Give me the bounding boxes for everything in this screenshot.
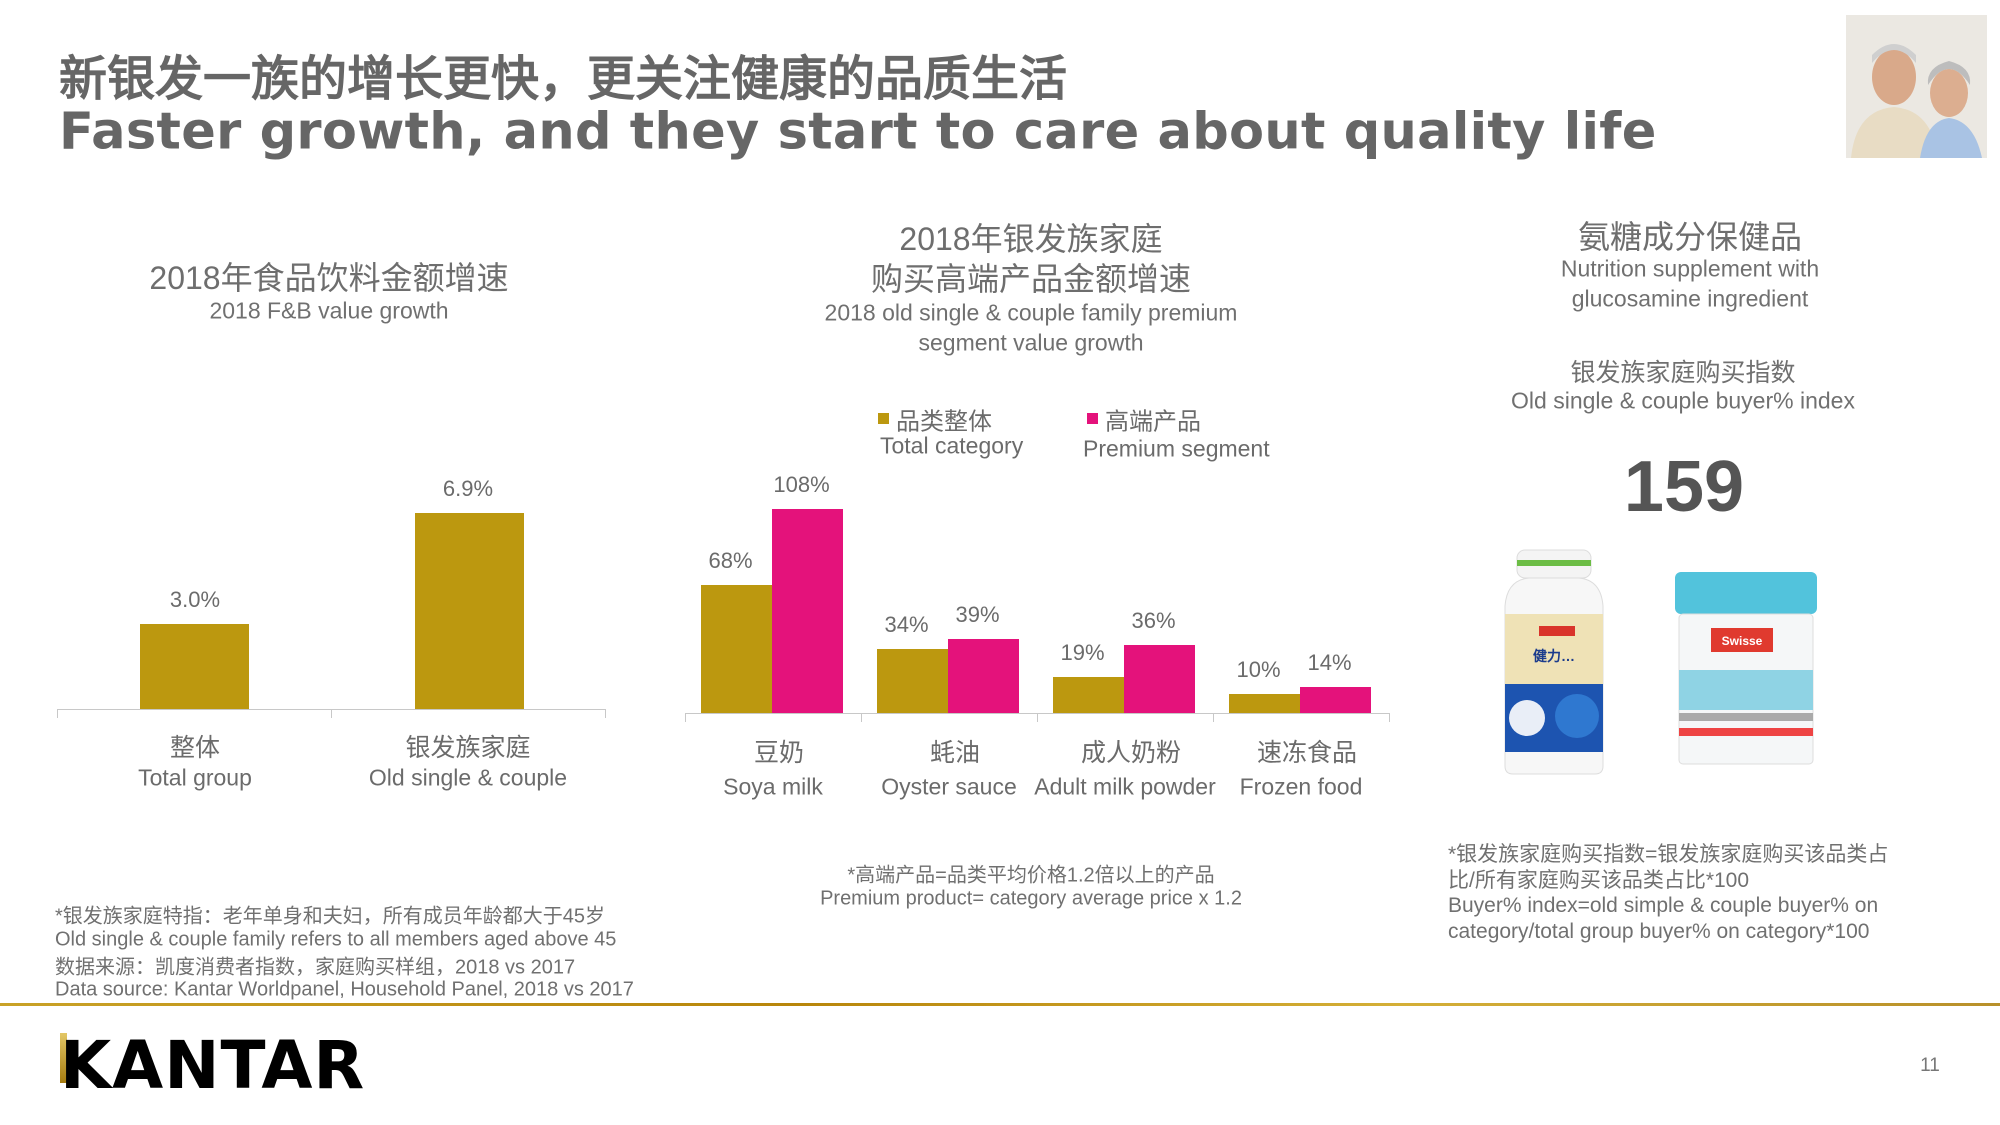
bar-total bbox=[701, 584, 772, 713]
legend-swatch-total bbox=[878, 413, 889, 424]
legend-premium-en: Premium segment bbox=[1083, 435, 1270, 462]
index-title-cn: 银发族家庭购买指数 bbox=[1570, 359, 1796, 387]
x-axis-tick bbox=[1037, 713, 1038, 722]
data-label: 3.0% bbox=[169, 586, 221, 612]
supplement-title-en-2: glucosamine ingredient bbox=[1571, 285, 1809, 312]
category-label-en: Frozen food bbox=[1239, 773, 1363, 800]
category-label-en: Total group bbox=[138, 764, 252, 791]
legend-premium-cn: 高端产品 bbox=[1105, 408, 1201, 436]
category-label-cn: 银发族家庭 bbox=[405, 734, 531, 762]
bar bbox=[140, 623, 249, 709]
swisse-glucosamine-image: Swisse bbox=[1671, 568, 1823, 778]
bar-total bbox=[877, 648, 948, 713]
bar-premium bbox=[948, 639, 1019, 713]
chart2-subtitle-line2: segment value growth bbox=[918, 329, 1144, 356]
category-label-en: Oyster sauce bbox=[881, 773, 1017, 800]
buyer-index-value: 159 bbox=[1623, 447, 1745, 527]
footer-divider bbox=[0, 1003, 2000, 1006]
legend-total-en: Total category bbox=[880, 432, 1024, 459]
footnote-definition-cn: *银发族家庭特指：老年单身和夫妇，所有成员年龄都大于45岁 bbox=[55, 905, 606, 928]
bar-premium bbox=[1124, 645, 1195, 713]
page-number: 11 bbox=[1920, 1055, 1940, 1076]
data-label: 108% bbox=[773, 472, 830, 497]
bar-premium bbox=[772, 509, 843, 713]
index-title-en: Old single & couple buyer% index bbox=[1511, 387, 1855, 414]
category-label-en: Soya milk bbox=[723, 773, 823, 800]
category-label-en: Adult milk powder bbox=[1034, 773, 1216, 800]
footnote-index-cn-2: 比/所有家庭购买该品类占比*100 bbox=[1448, 869, 1750, 892]
footnote-premium-cn: *高端产品=品类平均价格1.2倍以上的产品 bbox=[847, 864, 1215, 887]
chart2-title-line2: 购买高端产品金额增速 bbox=[870, 261, 1192, 297]
x-axis-tick bbox=[861, 713, 862, 722]
legend-total-cn: 品类整体 bbox=[896, 408, 992, 436]
x-axis-tick bbox=[1213, 713, 1214, 722]
svg-text:健力…: 健力… bbox=[1533, 648, 1575, 664]
data-label: 19% bbox=[1060, 640, 1105, 666]
footnote-index-cn-1: *银发族家庭购买指数=银发族家庭购买该品类占 bbox=[1448, 843, 1889, 866]
data-label: 10% bbox=[1236, 657, 1281, 683]
page-title-en: Faster growth, and they start to care ab… bbox=[59, 102, 1657, 162]
data-label: 68% bbox=[708, 547, 753, 573]
kantar-logo-accent bbox=[60, 1033, 67, 1083]
chart1-title: 2018年食品饮料金额增速 bbox=[149, 260, 509, 296]
bar-total bbox=[1053, 677, 1124, 713]
footnote-source-en: Data source: Kantar Worldpanel, Househol… bbox=[55, 978, 634, 1001]
footnote-premium-en: Premium product= category average price … bbox=[820, 887, 1242, 910]
x-axis-tick bbox=[57, 709, 58, 718]
data-label: 36% bbox=[1131, 608, 1176, 633]
chart1-subtitle: 2018 F&B value growth bbox=[209, 297, 449, 324]
x-axis-tick bbox=[1389, 713, 1390, 722]
data-label: 34% bbox=[884, 611, 929, 637]
bar-total bbox=[1229, 694, 1300, 713]
category-label-cn: 蚝油 bbox=[929, 739, 981, 767]
legend-swatch-premium bbox=[1087, 413, 1098, 424]
footnote-definition-en: Old single & couple family refers to all… bbox=[55, 928, 617, 951]
x-axis-tick bbox=[685, 713, 686, 722]
x-axis-tick bbox=[605, 709, 606, 718]
svg-text:Swisse: Swisse bbox=[1722, 634, 1763, 648]
glucosamine-bottle-cn-image: 健力… bbox=[1499, 546, 1609, 781]
kantar-logo: KANTAR bbox=[60, 1027, 366, 1104]
category-label-cn: 豆奶 bbox=[753, 739, 805, 767]
data-label: 39% bbox=[955, 602, 1000, 628]
footnote-index-en-1: Buyer% index=old simple & couple buyer% … bbox=[1448, 894, 1879, 917]
footnote-source-cn: 数据来源：凯度消费者指数，家庭购买样组，2018 vs 2017 bbox=[55, 956, 576, 979]
category-label-cn: 速冻食品 bbox=[1256, 739, 1358, 767]
data-label: 14% bbox=[1307, 649, 1352, 675]
chart2-subtitle-line1: 2018 old single & couple family premium bbox=[824, 299, 1238, 326]
supplement-title-cn: 氨糖成分保健品 bbox=[1577, 219, 1803, 255]
data-label: 6.9% bbox=[442, 476, 494, 501]
elderly-couple-photo bbox=[1846, 15, 1987, 158]
bar-premium bbox=[1300, 686, 1371, 713]
category-label-en: Old single & couple bbox=[368, 764, 568, 791]
chart2-title-line1: 2018年银发族家庭 bbox=[899, 221, 1163, 257]
footnote-index-en-2: category/total group buyer% on category*… bbox=[1448, 920, 1870, 943]
category-label-cn: 整体 bbox=[169, 734, 221, 762]
category-label-cn: 成人奶粉 bbox=[1080, 739, 1182, 767]
page-title-cn: 新银发一族的增长更快，更关注健康的品质生活 bbox=[59, 51, 1068, 107]
bar bbox=[415, 513, 524, 709]
supplement-title-en-1: Nutrition supplement with bbox=[1560, 255, 1820, 282]
x-axis-tick bbox=[331, 709, 332, 718]
